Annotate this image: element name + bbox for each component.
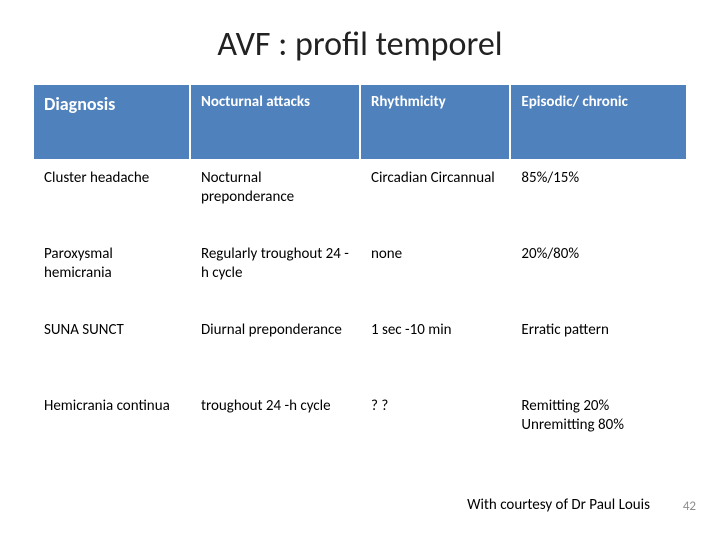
cell-episodic: Remitting 20% Unremitting 80% (510, 388, 687, 464)
table-row: Cluster headache Nocturnal preponderance… (33, 160, 687, 236)
table-row: Paroxysmal hemicrania Regularly troughou… (33, 236, 687, 312)
cell-diagnosis: Paroxysmal hemicrania (33, 236, 190, 312)
col-header-nocturnal: Nocturnal attacks (190, 84, 360, 160)
slide: AVF : profil temporel Diagnosis Nocturna… (0, 0, 720, 540)
cell-rhythmicity: none (360, 236, 510, 312)
cell-diagnosis: Cluster headache (33, 160, 190, 236)
cell-nocturnal: troughout 24 -h cycle (190, 388, 360, 464)
col-header-diagnosis: Diagnosis (33, 84, 190, 160)
temporal-profile-table: Diagnosis Nocturnal attacks Rhythmicity … (32, 83, 688, 465)
cell-episodic: 20%/80% (510, 236, 687, 312)
cell-nocturnal: Regularly troughout 24 -h cycle (190, 236, 360, 312)
table-row: SUNA SUNCT Diurnal preponderance 1 sec -… (33, 312, 687, 388)
cell-nocturnal: Nocturnal preponderance (190, 160, 360, 236)
page-number: 42 (683, 499, 696, 514)
cell-rhythmicity: ? ? (360, 388, 510, 464)
credit-text: With courtesy of Dr Paul Louis (467, 496, 650, 514)
cell-nocturnal: Diurnal preponderance (190, 312, 360, 388)
cell-diagnosis: Hemicrania continua (33, 388, 190, 464)
table-row: Hemicrania continua troughout 24 -h cycl… (33, 388, 687, 464)
cell-diagnosis: SUNA SUNCT (33, 312, 190, 388)
slide-title: AVF : profil temporel (32, 24, 688, 65)
cell-episodic: 85%/15% (510, 160, 687, 236)
cell-rhythmicity: Circadian Circannual (360, 160, 510, 236)
cell-rhythmicity: 1 sec -10 min (360, 312, 510, 388)
table-header-row: Diagnosis Nocturnal attacks Rhythmicity … (33, 84, 687, 160)
col-header-episodic: Episodic/ chronic (510, 84, 687, 160)
col-header-rhythmicity: Rhythmicity (360, 84, 510, 160)
cell-episodic: Erratic pattern (510, 312, 687, 388)
